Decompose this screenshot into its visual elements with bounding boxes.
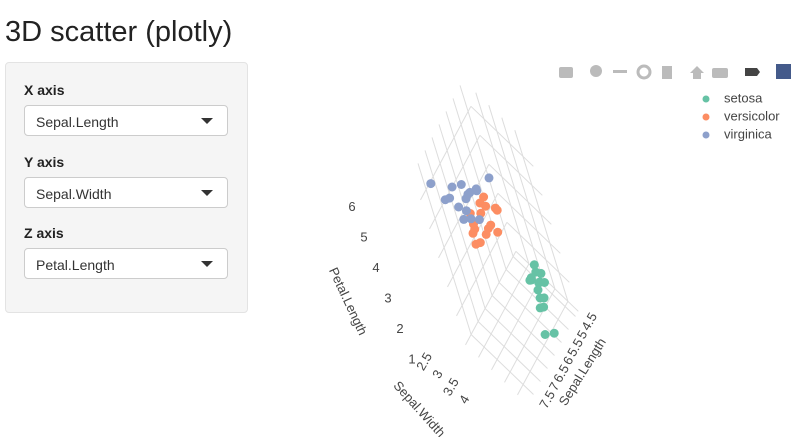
- pan-icon[interactable]: [613, 70, 627, 73]
- z-tick-label: 2: [396, 321, 403, 336]
- legend-marker: [702, 131, 710, 139]
- grid-line: [478, 263, 530, 358]
- input-label: Y axis: [24, 154, 65, 170]
- z-tick-label: 5: [360, 229, 367, 244]
- point: [456, 180, 466, 189]
- point: [481, 201, 491, 211]
- point: [539, 293, 549, 303]
- home-icon[interactable]: [690, 66, 704, 79]
- z-tick-label: 3: [384, 290, 391, 305]
- point: [535, 303, 545, 313]
- point: [490, 203, 500, 213]
- point: [540, 330, 550, 339]
- point: [426, 179, 436, 189]
- point: [493, 227, 503, 237]
- dropdown[interactable]: Sepal.Length: [24, 105, 228, 136]
- modebar: [559, 64, 791, 80]
- point: [529, 260, 539, 270]
- legend-marker: [702, 113, 710, 121]
- grid-line: [465, 251, 517, 346]
- grid-line: [470, 105, 534, 167]
- legend-label: setosa: [724, 90, 763, 105]
- input-label: X axis: [24, 82, 65, 98]
- point: [536, 268, 546, 278]
- point: [549, 328, 559, 338]
- y-tick-label: 4: [456, 393, 473, 407]
- point: [470, 224, 480, 234]
- point: [484, 173, 494, 183]
- input-label: Z axis: [24, 225, 64, 241]
- sidebar: X axis Sepal.Length Y axis Sepal.Width Z…: [5, 62, 248, 313]
- point: [459, 214, 469, 224]
- grid-line: [456, 222, 508, 317]
- point: [526, 273, 536, 283]
- grid-line: [429, 135, 481, 230]
- hover-icon[interactable]: [745, 68, 760, 76]
- point: [535, 277, 545, 287]
- page-title: 3D scatter (plotly): [5, 16, 233, 48]
- point: [533, 285, 543, 295]
- point: [454, 202, 464, 212]
- point: [486, 220, 496, 230]
- legend-label: versicolor: [724, 108, 780, 123]
- orbit-icon[interactable]: [636, 64, 652, 80]
- z-tick-label: 1: [408, 351, 415, 366]
- y-tick-label: 3: [429, 367, 446, 381]
- point: [461, 206, 471, 216]
- point: [461, 194, 471, 204]
- legend-marker: [702, 95, 710, 103]
- point: [475, 238, 485, 248]
- grid-line: [517, 301, 569, 396]
- point: [474, 215, 484, 225]
- grid-line: [479, 134, 543, 196]
- point: [479, 192, 489, 202]
- y-axis-title: Sepal.Width: [390, 378, 448, 437]
- z-tick-label: 4: [372, 260, 379, 275]
- grid-line: [506, 221, 570, 283]
- grid-line: [447, 193, 499, 288]
- zoom-icon[interactable]: [590, 65, 602, 77]
- dropdown[interactable]: Petal.Length: [24, 248, 228, 279]
- camera-icon[interactable]: [559, 67, 573, 78]
- grid-line: [497, 192, 561, 254]
- x-tick-label: 4.5: [578, 310, 600, 333]
- grid-line: [491, 276, 543, 371]
- turntable-icon[interactable]: [662, 66, 672, 79]
- point: [447, 182, 457, 192]
- grid-line: [470, 334, 534, 395]
- dropdown[interactable]: Sepal.Width: [24, 177, 228, 208]
- z-tick-label: 6: [348, 199, 355, 214]
- plotly-logo[interactable]: [776, 64, 791, 79]
- point: [445, 193, 455, 203]
- grid-line: [488, 163, 552, 225]
- point: [466, 214, 476, 224]
- legend-label: virginica: [724, 126, 772, 141]
- z-axis-title: Petal.Length: [326, 265, 370, 338]
- camera-view-icon[interactable]: [712, 68, 728, 78]
